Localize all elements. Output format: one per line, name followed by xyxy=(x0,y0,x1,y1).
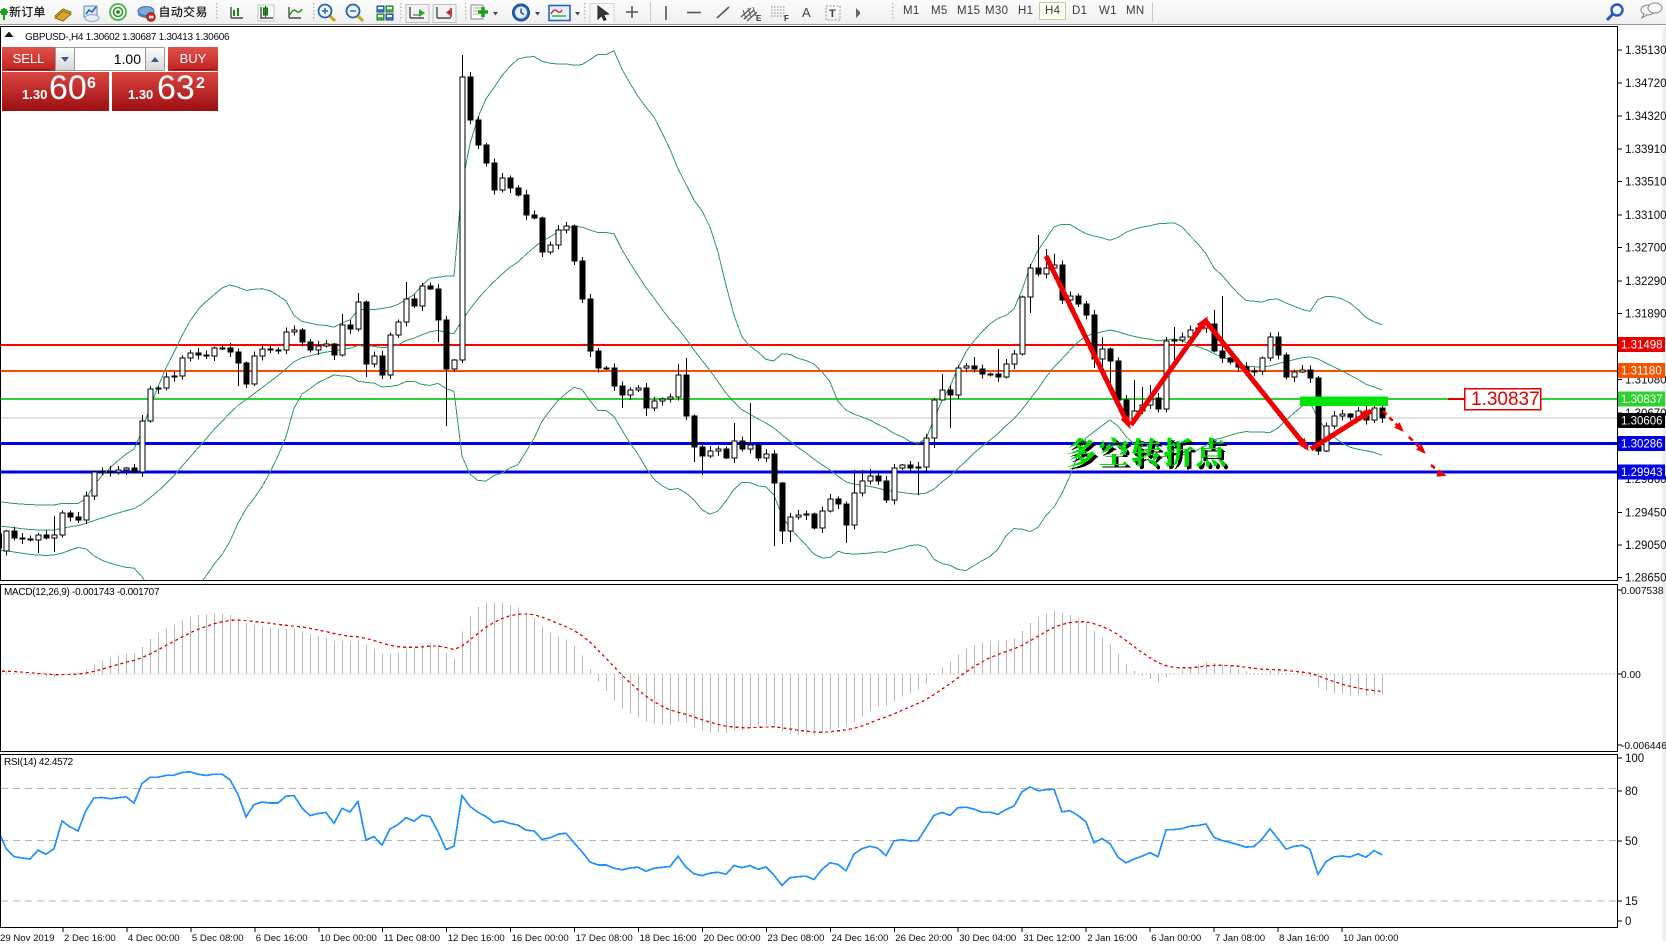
svg-text:8 Jan 16:00: 8 Jan 16:00 xyxy=(1279,933,1329,944)
svg-text:1.31890: 1.31890 xyxy=(1625,309,1666,321)
svg-text:1.34720: 1.34720 xyxy=(1625,78,1666,90)
svg-text:1.32700: 1.32700 xyxy=(1625,243,1666,255)
svg-text:50: 50 xyxy=(1625,836,1638,848)
svg-text:1.31180: 1.31180 xyxy=(1621,366,1662,378)
svg-text:31 Dec 12:00: 31 Dec 12:00 xyxy=(1023,933,1080,944)
svg-text:1.33510: 1.33510 xyxy=(1625,177,1666,189)
svg-text:7 Jan 08:00: 7 Jan 08:00 xyxy=(1215,933,1265,944)
svg-text:6 Jan 00:00: 6 Jan 00:00 xyxy=(1151,933,1201,944)
svg-text:1.33910: 1.33910 xyxy=(1625,144,1666,156)
svg-text:RSI(14) 42.4572: RSI(14) 42.4572 xyxy=(4,757,74,768)
svg-text:10 Dec 00:00: 10 Dec 00:00 xyxy=(320,933,377,944)
svg-text:17 Dec 08:00: 17 Dec 08:00 xyxy=(576,933,633,944)
svg-text:1.29450: 1.29450 xyxy=(1625,507,1666,519)
svg-text:1.29050: 1.29050 xyxy=(1625,540,1666,552)
svg-text:1.30837: 1.30837 xyxy=(1621,394,1663,406)
svg-text:80: 80 xyxy=(1625,786,1638,798)
svg-text:24 Dec 16:00: 24 Dec 16:00 xyxy=(831,933,888,944)
svg-text:30 Dec 04:00: 30 Dec 04:00 xyxy=(959,933,1016,944)
svg-text:15: 15 xyxy=(1625,896,1638,908)
svg-text:1.30286: 1.30286 xyxy=(1621,439,1663,451)
svg-text:26 Dec 20:00: 26 Dec 20:00 xyxy=(895,933,952,944)
svg-text:MACD(12,26,9) -0.001743 -0.001: MACD(12,26,9) -0.001743 -0.001707 xyxy=(4,587,160,598)
svg-text:2 Jan 16:00: 2 Jan 16:00 xyxy=(1087,933,1137,944)
svg-text:10 Jan 00:00: 10 Jan 00:00 xyxy=(1343,933,1398,944)
svg-text:16 Dec 00:00: 16 Dec 00:00 xyxy=(512,933,569,944)
svg-text:T: T xyxy=(829,8,836,20)
svg-text:6 Dec 16:00: 6 Dec 16:00 xyxy=(256,933,308,944)
svg-text:1.30837: 1.30837 xyxy=(1471,389,1540,410)
svg-text:0.00: 0.00 xyxy=(1621,670,1641,681)
svg-text:11 Dec 08:00: 11 Dec 08:00 xyxy=(384,933,440,944)
svg-text:1.35130: 1.35130 xyxy=(1625,45,1666,57)
svg-text:1.29943: 1.29943 xyxy=(1621,467,1663,479)
svg-text:0.007538: 0.007538 xyxy=(1621,586,1664,597)
svg-text:4 Dec 00:00: 4 Dec 00:00 xyxy=(128,933,180,944)
svg-text:1.33100: 1.33100 xyxy=(1625,210,1666,222)
svg-text:1.28650: 1.28650 xyxy=(1625,573,1666,585)
svg-text:E: E xyxy=(756,14,762,23)
svg-text:A: A xyxy=(802,5,811,20)
svg-text:23 Dec 08:00: 23 Dec 08:00 xyxy=(767,933,824,944)
svg-text:1.31498: 1.31498 xyxy=(1621,340,1663,352)
svg-text:-0.006446: -0.006446 xyxy=(1621,741,1666,752)
svg-text:1.30606: 1.30606 xyxy=(1621,416,1663,428)
svg-text:18 Dec 16:00: 18 Dec 16:00 xyxy=(640,933,697,944)
svg-text:1.34320: 1.34320 xyxy=(1625,111,1666,123)
svg-text:100: 100 xyxy=(1625,753,1644,765)
svg-text:5 Dec 08:00: 5 Dec 08:00 xyxy=(192,933,244,944)
svg-text:12 Dec 16:00: 12 Dec 16:00 xyxy=(448,933,505,944)
svg-text:F: F xyxy=(784,14,789,23)
svg-text:2 Dec 16:00: 2 Dec 16:00 xyxy=(64,933,116,944)
svg-text:29 Nov 2019: 29 Nov 2019 xyxy=(0,933,54,944)
svg-text:1.32290: 1.32290 xyxy=(1625,276,1666,288)
svg-text:GBPUSD-,H4 1.30602 1.30687 1.: GBPUSD-,H4 1.30602 1.30687 1.30413 1.306… xyxy=(25,32,230,43)
svg-text:0: 0 xyxy=(1625,916,1631,928)
svg-text:20 Dec 00:00: 20 Dec 00:00 xyxy=(704,933,761,944)
